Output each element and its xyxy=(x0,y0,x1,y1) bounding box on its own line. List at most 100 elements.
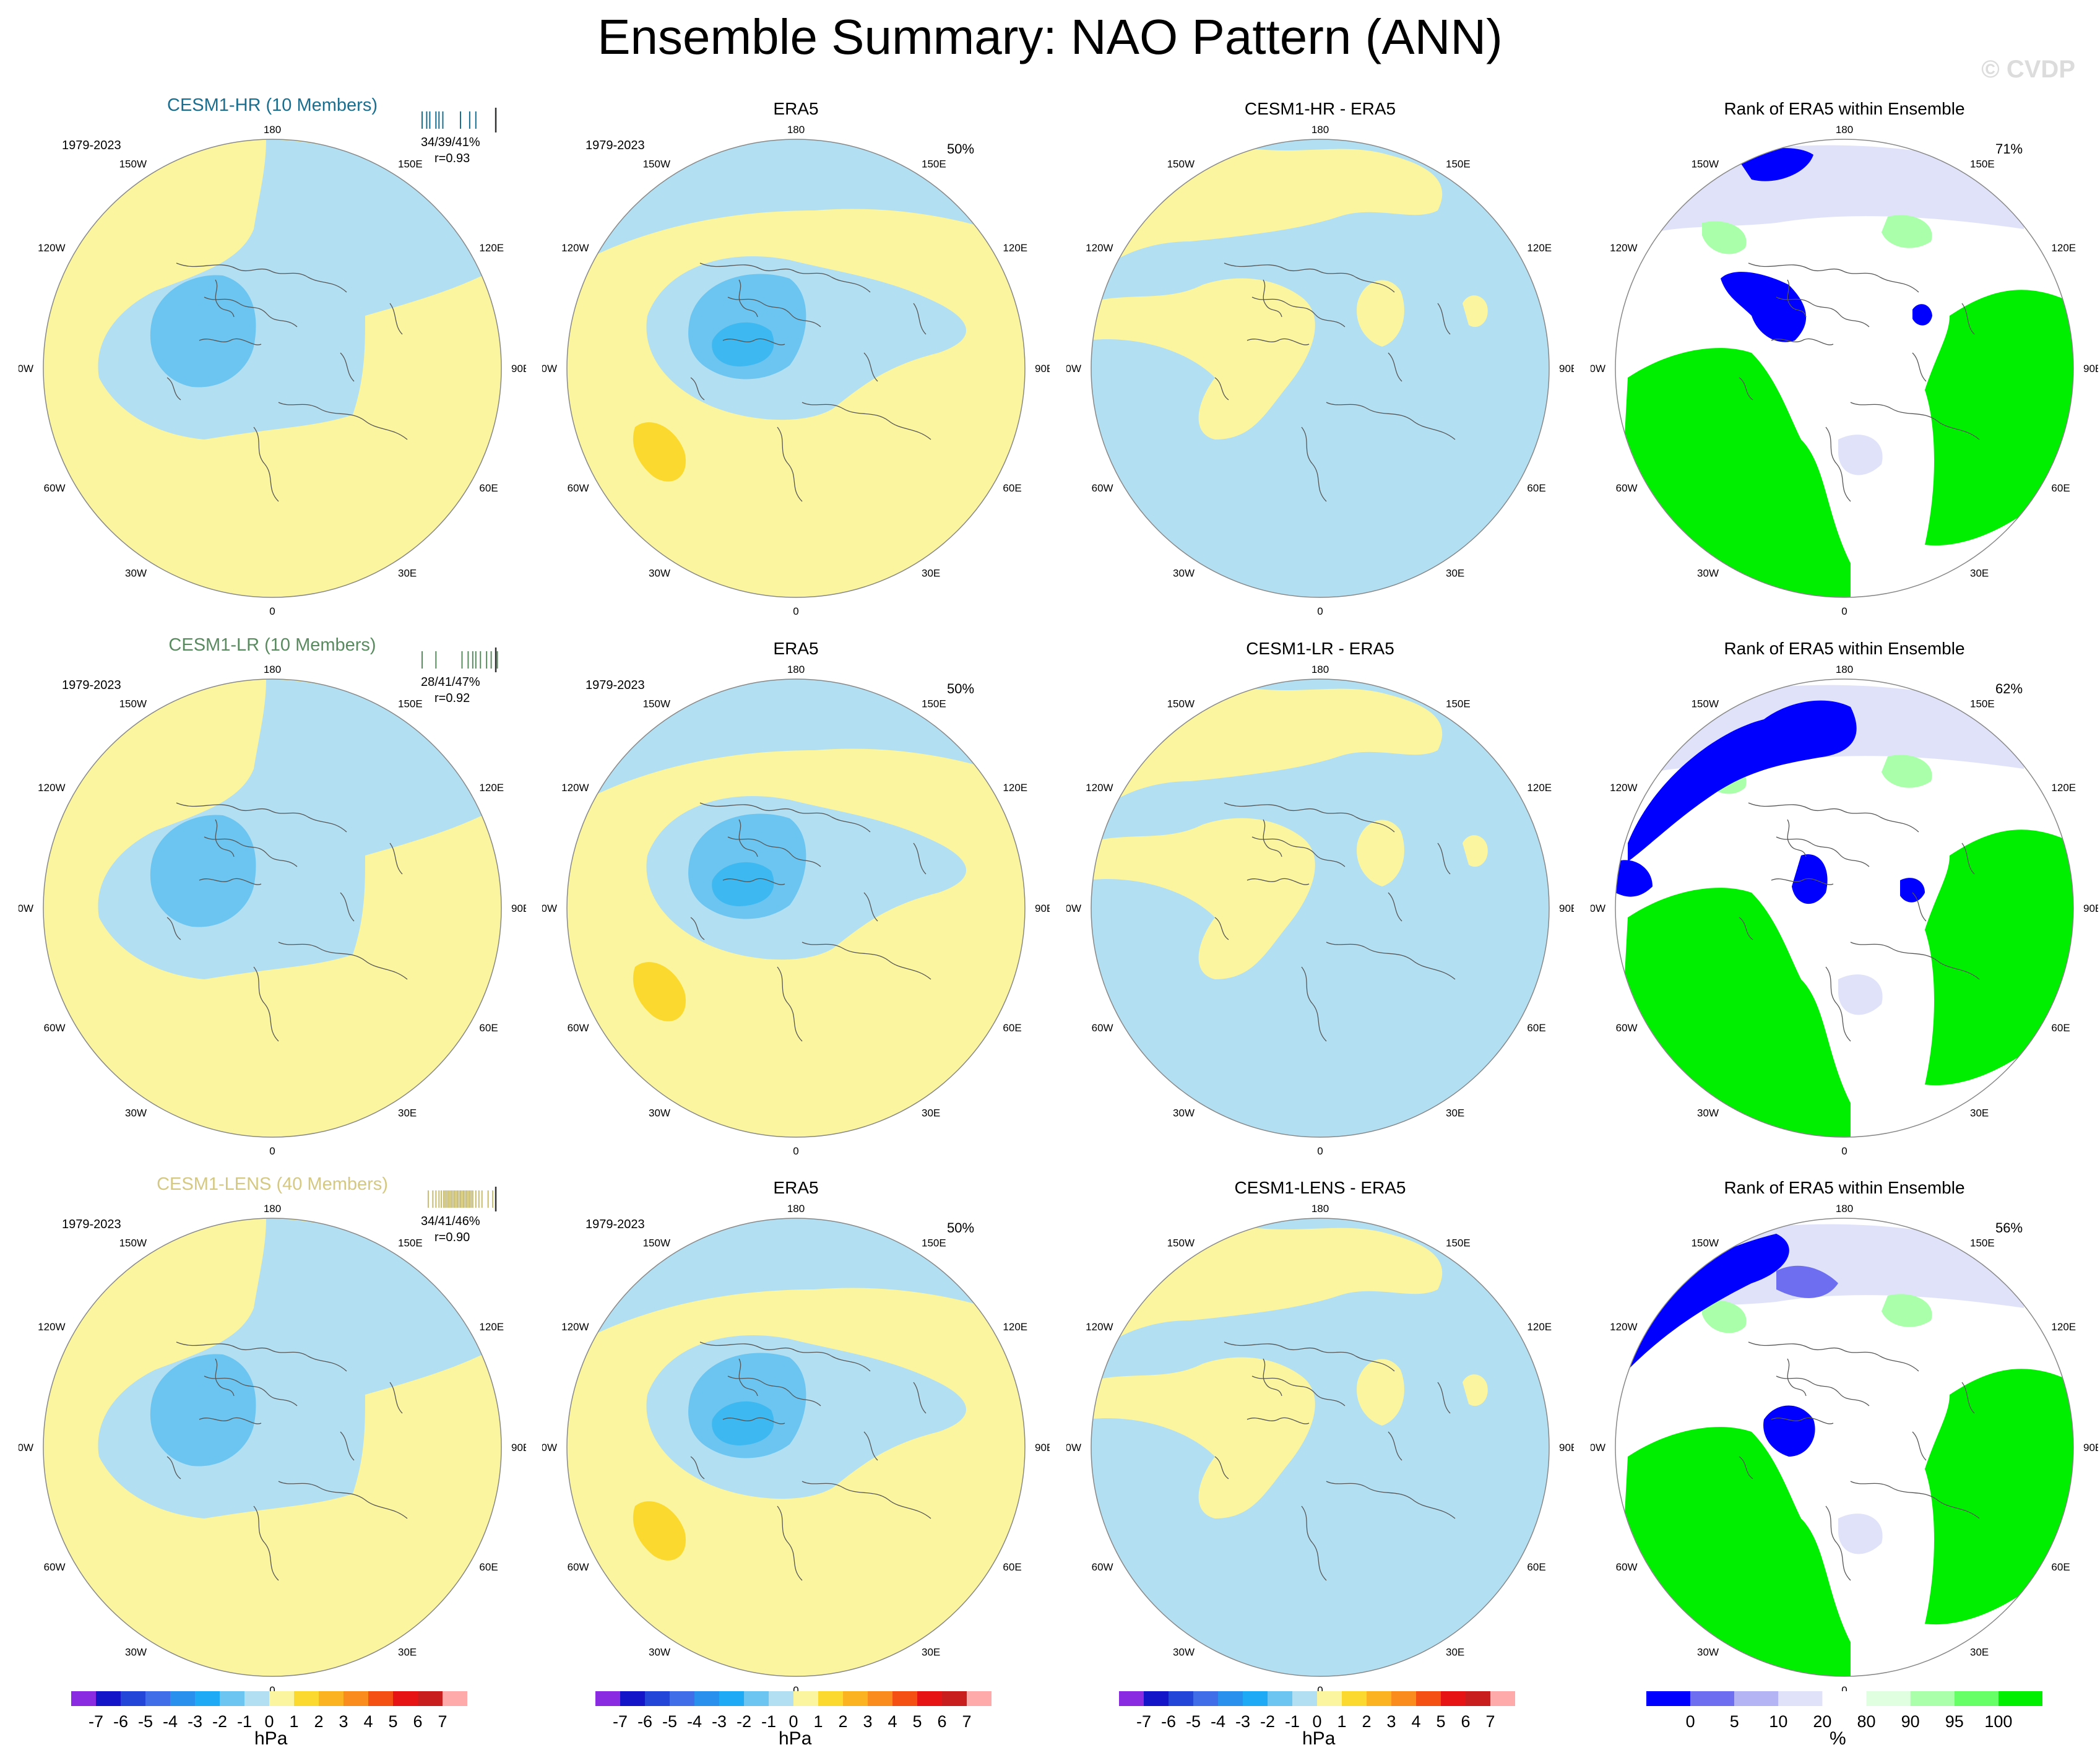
colorbar-swatch-7 xyxy=(1954,1691,1998,1706)
colorbar-tick-1: -6 xyxy=(113,1712,128,1731)
lon-label-ur2: 120E xyxy=(2051,242,2076,254)
rank-dark-blue xyxy=(1615,1234,1789,1370)
map-border xyxy=(43,1218,502,1677)
positive-region xyxy=(1091,818,1315,979)
lon-label-right: 90E xyxy=(1559,363,1574,375)
colorbar-swatch-8 xyxy=(1317,1691,1342,1706)
rank-light-green xyxy=(1702,221,1747,254)
lon-label-ur2: 120E xyxy=(1527,242,1552,254)
lon-label-ll2: 30W xyxy=(1697,567,1719,579)
lon-label-ur2: 120E xyxy=(1527,1321,1552,1333)
lon-label-ll1: 60W xyxy=(1092,1561,1113,1573)
pattern-correlation-pct: 50% xyxy=(947,681,975,696)
colorbar-swatch-14 xyxy=(942,1691,967,1706)
lon-label-ul2: 120W xyxy=(38,782,65,794)
lon-label-ul1: 150W xyxy=(119,698,147,710)
polar-map: 180 0 90W 90E 150W 120W 150E 120E 60W 30W 60E 30E xyxy=(1066,1203,1574,1696)
lon-label-ur2: 120E xyxy=(479,1321,504,1333)
colorbar-unit: hPa xyxy=(254,1728,288,1749)
coastline xyxy=(166,262,408,502)
colorbar-swatch-4 xyxy=(1822,1691,1867,1706)
positive-patch xyxy=(1463,1374,1488,1406)
lon-label-ll2: 30W xyxy=(1173,567,1195,579)
colorbar-tick-0: -7 xyxy=(1136,1712,1151,1731)
lon-label-lr2: 30E xyxy=(1446,1107,1464,1119)
colorbar-swatch-11 xyxy=(868,1691,892,1706)
lon-label-ul1: 150W xyxy=(119,1237,147,1249)
colorbar-tick-3: -4 xyxy=(687,1712,702,1731)
lon-label-ur2: 120E xyxy=(1527,782,1552,794)
ensemble-member-bars xyxy=(421,108,497,132)
colorbar-swatch-4 xyxy=(694,1691,719,1706)
lon-label-top: 180 xyxy=(1311,124,1329,136)
lon-label-top: 180 xyxy=(264,1203,281,1215)
colorbar-swatch-2 xyxy=(121,1691,145,1706)
lon-label-bottom: 0 xyxy=(1841,605,1847,617)
lon-label-ur1: 150E xyxy=(1970,1237,1995,1249)
colorbar-tick-5: 90 xyxy=(1901,1712,1920,1731)
colorbar-swatch-3 xyxy=(1193,1691,1218,1706)
positive-core xyxy=(633,1501,686,1561)
coastline xyxy=(1214,262,1456,502)
lon-label-ul1: 150W xyxy=(119,158,147,170)
colorbar-tick-11: 4 xyxy=(363,1712,373,1731)
ensemble-stats: 34/41/46% xyxy=(421,1215,480,1228)
rank-light-green xyxy=(1882,755,1932,788)
lon-label-ur2: 120E xyxy=(479,782,504,794)
colorbar-tick-9: 2 xyxy=(314,1712,323,1731)
positive-patch xyxy=(1357,280,1404,347)
panel-title: CESM1-LR (10 Members) xyxy=(168,635,376,655)
colorbar-tick-5: -2 xyxy=(212,1712,227,1731)
lon-label-left: 90W xyxy=(1591,903,1605,914)
colorbar-swatch-1 xyxy=(1144,1691,1169,1706)
colorbar-swatch-13 xyxy=(393,1691,418,1706)
colorbar-swatch-9 xyxy=(1342,1691,1367,1706)
positive-core xyxy=(633,962,686,1021)
positive-patch xyxy=(1357,820,1404,886)
colorbar-tick-12: 5 xyxy=(388,1712,397,1731)
ensemble-stats: 28/41/47% xyxy=(421,675,480,689)
colorbar-swatch-11 xyxy=(344,1691,368,1706)
lon-label-right: 90E xyxy=(1559,903,1574,914)
period-label: 1979-2023 xyxy=(585,678,645,692)
lon-label-top: 180 xyxy=(264,124,281,136)
lon-label-ul1: 150W xyxy=(643,698,670,710)
lon-label-lr2: 30E xyxy=(922,567,940,579)
panel-rank-0: Rank of ERA5 within Ensemble 180 0 90W 90E 15… xyxy=(1591,99,2098,631)
lon-label-ll1: 60W xyxy=(1616,1022,1638,1034)
colorbar-swatch-1 xyxy=(620,1691,645,1706)
rank-light-green xyxy=(1882,215,1932,248)
lon-label-bottom: 0 xyxy=(269,1684,275,1696)
map-border xyxy=(1615,678,2074,1138)
lon-label-ll2: 30W xyxy=(1173,1107,1195,1119)
colorbar-swatch-2 xyxy=(1734,1691,1779,1706)
colorbar-swatch-14 xyxy=(1466,1691,1490,1706)
lon-label-ur2: 120E xyxy=(1003,1321,1027,1333)
colorbar-tick-2: -5 xyxy=(138,1712,153,1731)
lon-label-ul2: 120W xyxy=(1086,242,1113,254)
rank-dark-blue xyxy=(1628,700,1857,862)
lon-label-lr2: 30E xyxy=(1970,1107,1989,1119)
colorbar-tick-6: 95 xyxy=(1945,1712,1964,1731)
rank-green xyxy=(1925,290,2073,546)
map-border xyxy=(1091,1218,1550,1677)
negative-core xyxy=(150,815,256,927)
colorbar-hpa: -7 -6 -5 -4 -3 -2 -1 0 1 2 3 4 5 6 7 hPa xyxy=(595,1690,992,1755)
lon-label-lr2: 30E xyxy=(922,1107,940,1119)
ensemble-member-bars xyxy=(421,648,498,672)
colorbar-swatch-4 xyxy=(1218,1691,1243,1706)
lon-label-right: 90E xyxy=(511,903,526,914)
colorbar-tick-3: -4 xyxy=(163,1712,178,1731)
lon-label-bottom: 0 xyxy=(1841,1684,1847,1696)
colorbar-swatch-12 xyxy=(1416,1691,1441,1706)
colorbar-tick-3: -4 xyxy=(1211,1712,1225,1731)
lon-label-lr1: 60E xyxy=(479,1561,498,1573)
lon-label-ul1: 150W xyxy=(1167,1237,1195,1249)
lon-label-top: 180 xyxy=(264,664,281,675)
positive-region xyxy=(1091,1357,1315,1518)
lon-label-ll1: 60W xyxy=(568,482,589,494)
lon-label-ul2: 120W xyxy=(561,782,589,794)
colorbar-swatch-10 xyxy=(843,1691,868,1706)
rank-dark-blue xyxy=(1900,878,1925,903)
colorbar-tick-10: 3 xyxy=(339,1712,348,1731)
